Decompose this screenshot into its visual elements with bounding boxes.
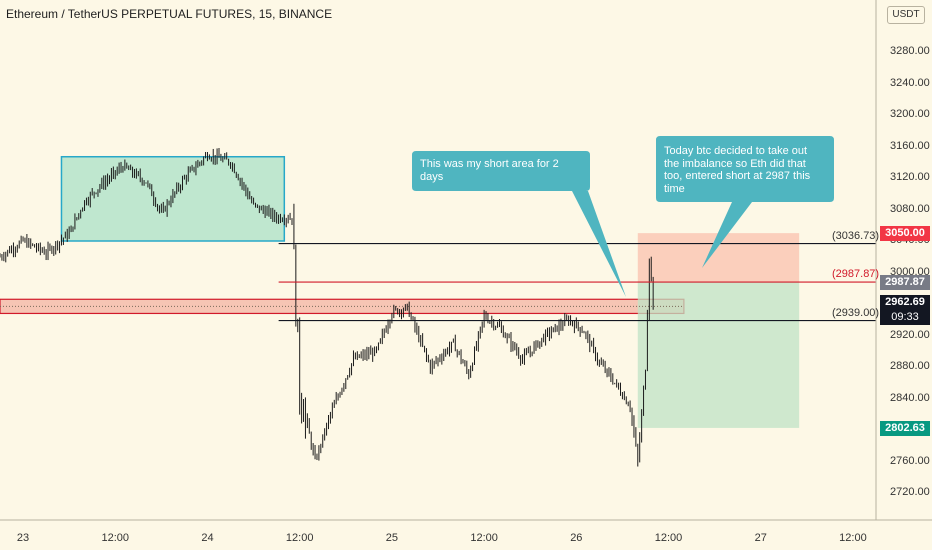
y-tick-label: 3000.00: [890, 265, 930, 278]
x-tick-label: 26: [570, 532, 583, 544]
y-tick-label: 2880.00: [890, 360, 930, 372]
y-tick-label: 3200.00: [890, 108, 930, 120]
x-tick-label: 27: [754, 532, 767, 544]
x-tick-label: 24: [201, 532, 214, 544]
y-tick-label: 3120.00: [890, 171, 930, 183]
y-tick-label: 3080.00: [890, 202, 930, 215]
x-tick-label: 25: [385, 532, 399, 544]
price-badge-red: 3050.00: [880, 226, 930, 242]
y-tick-label: 2720.00: [890, 486, 930, 498]
chart-title: Ethereum / TetherUS PERPETUAL FUTURES, 1…: [6, 7, 333, 21]
y-tick-label: 3280.00: [890, 45, 930, 57]
callout-shapes-layer: [412, 136, 834, 297]
callout-entry-bubble: [656, 136, 834, 268]
price-badge-black: 2962.69 09:33: [880, 294, 930, 325]
zone-short-target: [637, 282, 800, 428]
callout-short-area-bubble: [412, 151, 626, 297]
x-tick-label: 23: [16, 532, 30, 544]
candles-layer: [0, 148, 654, 467]
y-tick-label: 2760.00: [890, 454, 930, 467]
x-tick-label: 12:00: [285, 532, 314, 544]
callout-entry-text: Today btc decided to take out the imbala…: [664, 145, 811, 195]
horizontal-lines-layer: [278, 242, 876, 322]
price-badge-value: 2802.63: [885, 421, 925, 434]
x-tick-label: 12:00: [470, 532, 498, 544]
currency-button[interactable]: USDT: [887, 6, 925, 24]
y-tick-label: 3240.00: [890, 76, 930, 89]
price-badge-gray: 2987.87: [880, 275, 930, 291]
zones-layer: [0, 155, 800, 428]
x-tick-label: 12:00: [654, 532, 683, 544]
x-tick-label: 12:00: [101, 532, 130, 544]
price-badge-value: 2962.69: [885, 295, 925, 308]
price-badge-green: 2802.63: [880, 420, 930, 436]
hline-label-2: (2939.00): [832, 306, 880, 319]
price-badge-value: 2987.87: [885, 276, 925, 289]
callout-short-area-text: This was my short area for 2 days: [420, 158, 559, 183]
y-tick-label: 2920.00: [890, 328, 930, 341]
hline-label-1: (2987.87): [832, 268, 880, 281]
hline-label-0: (3036.73): [832, 229, 880, 242]
x-tick-label: 12:00: [839, 532, 867, 544]
y-tick-label: 2840.00: [890, 391, 930, 404]
price-badge-countdown: 09:33: [891, 310, 919, 323]
axes-layer: [0, 0, 932, 521]
price-badge-value: 3050.00: [885, 227, 925, 240]
y-tick-label: 3160.00: [890, 139, 930, 152]
